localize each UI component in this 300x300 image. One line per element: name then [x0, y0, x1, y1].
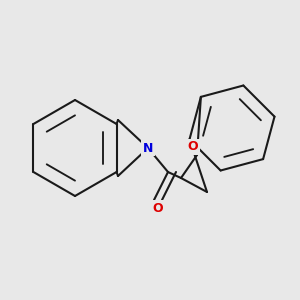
Text: O: O [153, 202, 163, 214]
Text: N: N [143, 142, 153, 154]
Text: O: O [188, 140, 198, 154]
